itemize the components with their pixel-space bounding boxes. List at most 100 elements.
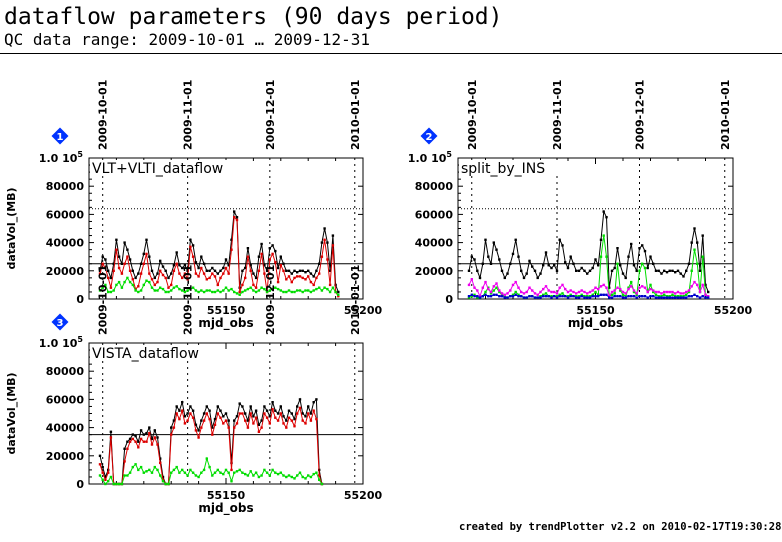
data-point-total <box>279 405 282 408</box>
data-point-red <box>191 255 195 258</box>
data-point-red <box>219 416 222 419</box>
data-point-green <box>98 474 102 477</box>
data-point-green <box>337 293 340 296</box>
data-point-total <box>318 262 321 265</box>
data-point-green <box>621 293 625 296</box>
panel-title: split_by_INS <box>461 161 545 177</box>
data-point-total <box>128 437 132 441</box>
data-point-total <box>635 269 638 272</box>
y-tick-label: 20000 <box>46 265 85 278</box>
data-point-green <box>627 286 630 289</box>
data-point-green <box>145 279 148 282</box>
data-point-total <box>150 437 154 441</box>
data-point-magenta <box>481 286 484 289</box>
data-point-red <box>200 266 203 270</box>
data-point-total <box>156 272 159 275</box>
data-point-total <box>216 405 219 408</box>
data-point-total <box>189 405 192 408</box>
data-point-magenta <box>561 283 564 287</box>
data-point-red <box>312 283 315 287</box>
data-point-green <box>290 290 293 294</box>
data-point-red <box>109 436 113 439</box>
date-tick-label: 2009-12-01 <box>634 80 647 150</box>
data-point-total <box>252 272 255 275</box>
data-point-red <box>233 216 236 219</box>
data-point-magenta <box>566 290 570 294</box>
data-point-green <box>142 283 145 287</box>
data-point-total <box>701 234 704 237</box>
y-tick-label: 1.0 105 <box>39 335 84 350</box>
data-point-green <box>701 255 704 258</box>
data-point-magenta <box>478 295 482 298</box>
data-point-green <box>514 290 517 294</box>
data-point-red <box>101 471 104 474</box>
data-point-total <box>211 266 214 270</box>
data-point-total <box>476 269 479 272</box>
data-point-total <box>525 272 528 275</box>
data-point-total <box>484 238 487 241</box>
data-point-total <box>687 262 691 265</box>
data-point-green <box>274 471 277 474</box>
data-point-green <box>117 280 121 284</box>
data-point-red <box>139 437 143 441</box>
data-point-total <box>555 269 559 272</box>
chart-panel-1: 1 0 20000 40000 60000 80000 1.0 105 55150 55200 m… <box>5 80 382 331</box>
data-point-total <box>131 269 134 272</box>
data-point-total <box>569 255 572 258</box>
data-point-red <box>142 262 145 265</box>
data-point-blue <box>621 296 625 299</box>
data-point-red <box>153 436 156 439</box>
data-point-total <box>233 210 236 213</box>
data-point-blue <box>597 295 600 298</box>
data-point-red <box>318 474 321 477</box>
data-point-blue <box>478 296 482 299</box>
data-point-green <box>109 290 113 294</box>
data-point-green <box>241 471 244 474</box>
data-point-green <box>599 255 603 258</box>
data-point-total <box>301 269 304 272</box>
data-point-blue <box>544 295 548 298</box>
data-point-total <box>531 265 534 268</box>
data-point-total <box>591 266 594 270</box>
data-point-green <box>304 289 307 292</box>
data-point-total <box>238 402 241 405</box>
data-point-total <box>298 398 302 401</box>
data-point-blue <box>476 295 479 298</box>
data-point-total <box>148 426 151 429</box>
y-tick-label: 20000 <box>415 265 454 278</box>
data-point-green <box>312 289 315 292</box>
data-point-red <box>178 417 181 421</box>
data-point-green <box>233 290 236 294</box>
data-point-total <box>139 262 143 265</box>
data-point-green <box>682 295 685 298</box>
data-point-green <box>285 290 288 294</box>
data-point-total <box>216 272 219 275</box>
data-point-total <box>296 271 299 274</box>
data-point-green <box>161 287 165 291</box>
data-point-green <box>271 468 274 472</box>
data-point-total <box>183 415 187 418</box>
data-point-magenta <box>503 293 506 296</box>
data-point-green <box>181 289 184 292</box>
data-point-blue <box>632 295 636 298</box>
y-tick-label: 1.0 105 <box>39 150 84 165</box>
data-point-red <box>134 287 137 291</box>
data-point-red <box>202 272 206 275</box>
data-point-red <box>315 417 318 421</box>
data-point-total <box>296 405 299 408</box>
data-point-total <box>137 272 140 275</box>
data-point-magenta <box>514 280 517 284</box>
data-point-red <box>131 278 134 281</box>
data-point-blue <box>657 296 660 299</box>
data-point-magenta <box>564 287 567 291</box>
y-axis-label: dataVol_(MB) <box>5 372 18 454</box>
data-point-red <box>279 412 282 415</box>
data-point-green <box>115 283 118 287</box>
data-point-green <box>153 465 156 469</box>
data-point-green <box>630 280 633 284</box>
data-point-green <box>153 289 156 292</box>
data-point-total <box>693 227 696 230</box>
data-point-total <box>230 238 233 241</box>
data-point-green <box>301 475 304 479</box>
